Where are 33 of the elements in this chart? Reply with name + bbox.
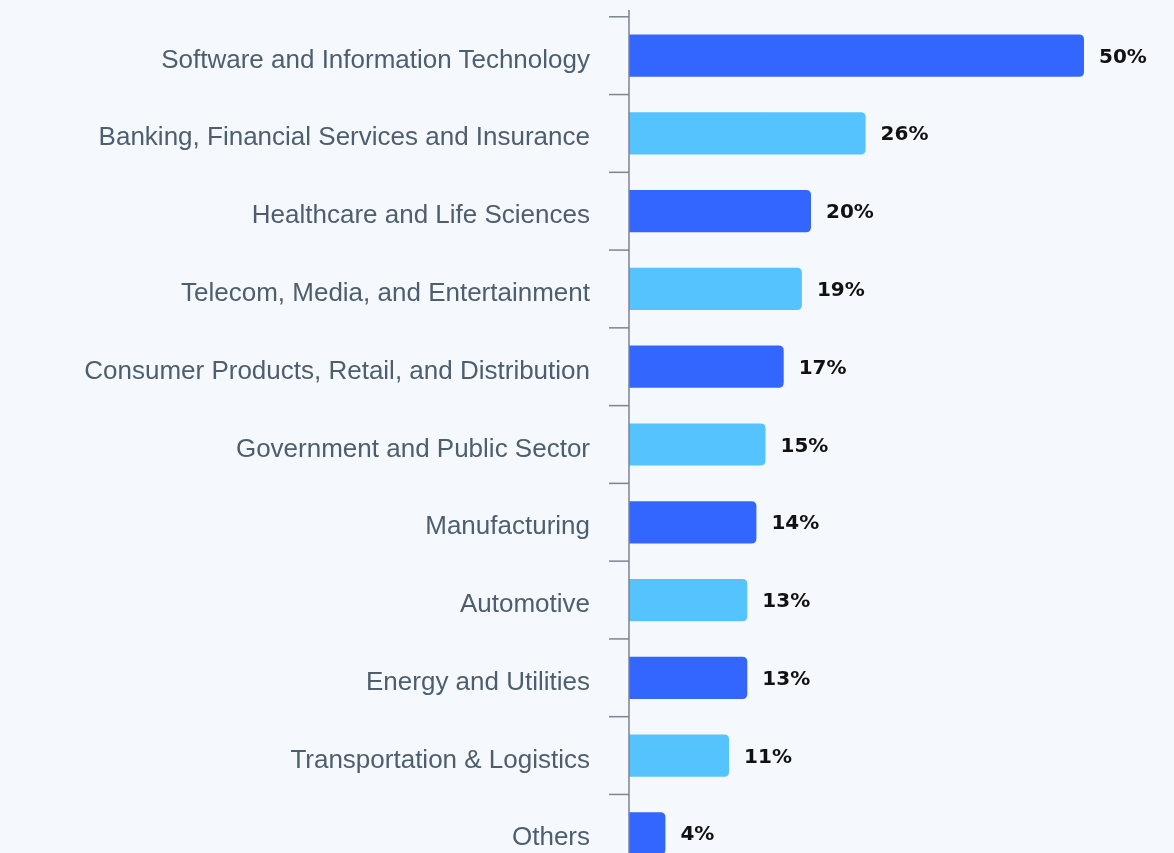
data-label: 50% (1099, 43, 1147, 68)
data-label: 14% (771, 510, 820, 535)
y-tick-label: Consumer Products, Retail, and Distribution (84, 354, 590, 385)
y-tick-label: Banking, Financial Services and Insurance (98, 121, 590, 152)
bar (629, 734, 730, 777)
bar (629, 423, 766, 466)
bar (629, 812, 666, 853)
data-label: 17% (798, 354, 847, 379)
bar (629, 34, 1084, 77)
y-tick-label: Government and Public Sector (235, 432, 591, 463)
data-label: 13% (762, 588, 811, 613)
bar (629, 578, 748, 622)
y-tick-label: Healthcare and Life Sciences (251, 199, 590, 230)
data-label: 20% (826, 199, 874, 224)
data-label: 26% (880, 121, 929, 146)
y-tick-label: Others (511, 821, 590, 852)
data-label: 4% (680, 821, 715, 846)
bar (629, 345, 784, 388)
data-label: 13% (762, 665, 811, 690)
bar (629, 112, 866, 155)
data-label: 11% (744, 743, 792, 768)
y-tick-label: Telecom, Media, and Entertainment (181, 276, 591, 307)
y-tick-label: Transportation & Logistics (290, 743, 590, 774)
y-tick-label: Energy and Utilities (366, 665, 590, 696)
y-tick-label: Automotive (459, 588, 590, 619)
data-label: 19% (816, 276, 865, 301)
bar (629, 190, 811, 233)
bar (629, 656, 748, 699)
bar (629, 267, 802, 311)
bar (629, 501, 757, 544)
y-tick-label: Manufacturing (425, 510, 590, 541)
y-tick-label: Software and Information Technology (161, 43, 590, 74)
data-label: 15% (780, 432, 829, 457)
